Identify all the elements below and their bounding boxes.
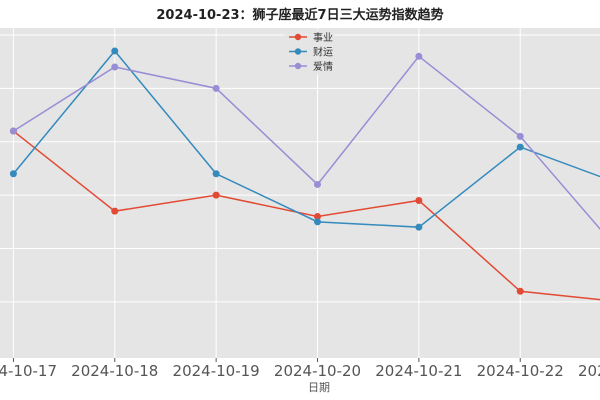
- data-point: [314, 212, 321, 220]
- data-point: [212, 191, 220, 199]
- data-point: [314, 180, 321, 188]
- plot-background: [0, 28, 600, 358]
- data-point: [111, 207, 119, 215]
- data-point: [415, 52, 423, 60]
- data-point: [9, 170, 17, 178]
- legend-label: 事业: [313, 31, 333, 44]
- data-point: [415, 223, 423, 231]
- legend-marker: [294, 33, 302, 41]
- data-point: [415, 196, 423, 204]
- data-point: [212, 170, 220, 178]
- data-point: [314, 218, 321, 226]
- x-tick-label: 2024-10-21: [375, 362, 462, 380]
- data-point: [212, 84, 220, 92]
- data-point: [516, 143, 524, 151]
- x-tick-label: 2024-10-20: [274, 362, 361, 380]
- x-tick-label: 2024-10-22: [477, 362, 564, 380]
- x-tick-label: 2024-10-18: [71, 362, 158, 380]
- data-point: [111, 47, 119, 55]
- chart-title: 2024-10-23：狮子座最近7日三大运势指数趋势: [156, 7, 443, 23]
- legend-label: 财运: [313, 46, 333, 59]
- x-tick-label: 2024-10-23: [578, 362, 600, 380]
- data-point: [111, 63, 119, 71]
- data-point: [9, 127, 17, 135]
- data-point: [516, 132, 524, 140]
- data-point: [516, 287, 524, 295]
- x-axis-label: 日期: [308, 381, 330, 394]
- legend-marker: [294, 48, 302, 55]
- legend-label: 爱情: [313, 60, 333, 73]
- x-tick-label: 2024-10-19: [173, 362, 260, 380]
- legend-marker: [294, 62, 302, 70]
- x-tick-label: 2024-10-17: [0, 362, 57, 380]
